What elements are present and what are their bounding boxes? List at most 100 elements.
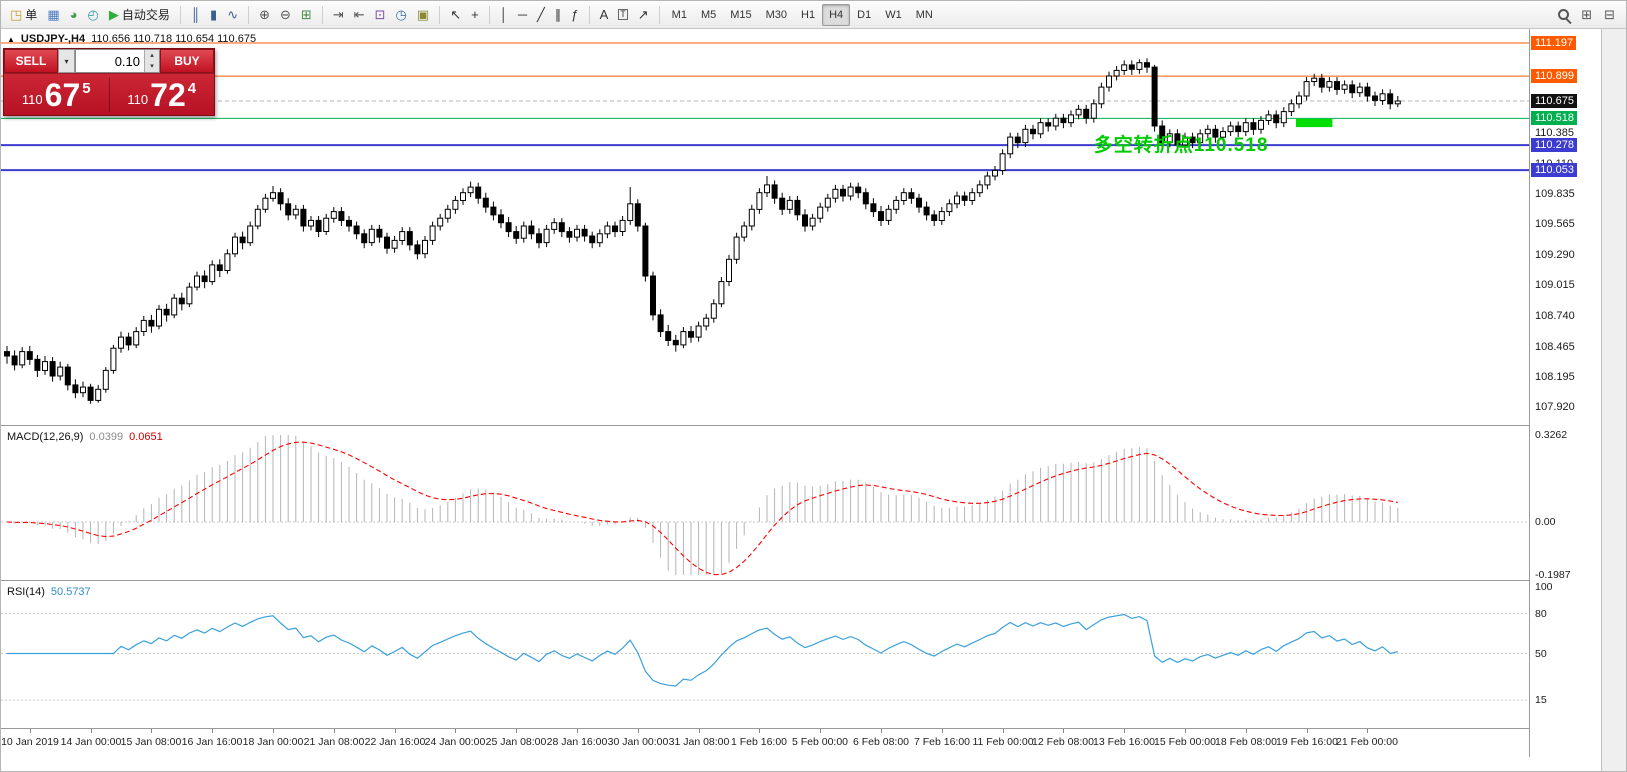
ohlc-values: 110.656 110.718 110.654 110.675 — [91, 33, 257, 45]
profiles-icon: ◕ — [69, 7, 78, 22]
time-axis-label: 25 Jan 08:00 — [485, 736, 547, 748]
volume-dropdown-button[interactable]: ▾ — [58, 49, 75, 73]
volume-input[interactable] — [76, 50, 144, 72]
trendline-button[interactable]: ╱ — [532, 4, 550, 26]
horizontal-line-icon: ─ — [517, 7, 528, 22]
sell-price-button[interactable]: 110 67 5 — [4, 76, 109, 114]
chart-macd-separator[interactable] — [1, 425, 1601, 426]
trade-group: ◳ 单 ▦ ◕ ◴ ▶ 自动交易 — [5, 1, 175, 28]
vertical-line-button[interactable]: │ — [495, 4, 513, 26]
crosshair-icon: + — [471, 7, 479, 22]
autotrading-button-label: 自动交易 — [121, 8, 170, 22]
search-icon — [1558, 9, 1570, 20]
timeframe-m30[interactable]: M30 — [759, 4, 794, 26]
price-axis[interactable]: 110.385110.110109.835109.565109.290109.0… — [1529, 29, 1601, 757]
horizontal-line-button[interactable]: ─ — [513, 4, 532, 26]
line-chart-button[interactable]: ∿ — [222, 4, 243, 26]
chart-title: ▲ USDJPY-,H4 110.656 110.718 110.654 110… — [7, 33, 256, 45]
time-axis-label: 31 Jan 08:00 — [668, 736, 730, 748]
toolbar-separator — [658, 5, 660, 24]
zoom-out-button[interactable]: ⊖ — [275, 4, 296, 26]
time-axis[interactable]: 10 Jan 2019 14 Jan 00:00 15 Jan 08:00 16 Ja… — [1, 729, 1601, 757]
time-axis-label: 28 Jan 16:00 — [546, 736, 608, 748]
price-axis-label: 108.195 — [1535, 371, 1575, 383]
profiles-button[interactable]: ◕ — [65, 4, 83, 26]
fibonacci-icon: ƒ — [571, 7, 579, 22]
timeframe-m15[interactable]: M15 — [723, 4, 758, 26]
rsi-axis-label: 100 — [1535, 581, 1553, 593]
time-axis-label: 18 Jan 00:00 — [242, 736, 304, 748]
price-tag: 110.675 — [1531, 94, 1577, 108]
tile-windows-button[interactable]: ⊞ — [296, 4, 317, 26]
indicators-list-button[interactable]: ⊡ — [370, 4, 391, 26]
time-tick — [881, 729, 882, 733]
timeframe-w1[interactable]: W1 — [878, 4, 909, 26]
macd-panel-canvas[interactable] — [1, 426, 1529, 580]
one-click-collapse-icon[interactable]: ▲ — [7, 34, 15, 44]
auto-scroll-icon: ⇥ — [332, 7, 344, 22]
bar-chart-button[interactable]: ║ — [186, 4, 205, 26]
timeframe-m5[interactable]: M5 — [694, 4, 723, 26]
timeframe-h1[interactable]: H1 — [794, 4, 822, 26]
chart-shift-button[interactable]: ⇤ — [349, 4, 370, 26]
timeframe-d1[interactable]: D1 — [850, 4, 878, 26]
time-axis-label: 19 Feb 16:00 — [1276, 736, 1338, 748]
time-tick — [1124, 729, 1125, 733]
window-group: ⇥ ⇤ ⊡ ◷ ▣ — [328, 1, 434, 28]
buy-button[interactable]: BUY — [160, 49, 214, 73]
text-button[interactable]: A — [595, 4, 614, 26]
fibonacci-button[interactable]: ƒ — [566, 4, 583, 26]
time-tick — [151, 729, 152, 733]
time-axis-label: 10 Jan 2019 — [1, 736, 59, 748]
auto-scroll-button[interactable]: ⇥ — [328, 4, 349, 26]
templates-button[interactable]: ▣ — [412, 4, 434, 26]
volume-increase-button[interactable]: ▴ — [150, 52, 154, 59]
candlestick-chart-button[interactable]: ▮ — [205, 4, 222, 26]
autotrading-button[interactable]: ▶ 自动交易 — [104, 4, 175, 26]
terminal-button[interactable]: ◴ — [82, 4, 103, 26]
time-axis-label: 14 Jan 00:00 — [60, 736, 122, 748]
buy-price-button[interactable]: 110 72 4 — [110, 76, 215, 114]
time-tick — [759, 729, 760, 733]
time-tick — [1063, 729, 1064, 733]
new-order-button[interactable]: ◳ 单 — [5, 4, 42, 26]
main-toolbar: ◳ 单 ▦ ◕ ◴ ▶ 自动交易 ║ ▮ ∿ ⊕ ⊖ ⊞ ⇥ ⇤ ⊡ ◷ ▣ ↖ + │ ─ ╱ ∥ ƒ A T ↗ M1 M5 M15 M3… — [1, 1, 1626, 29]
period-button[interactable]: ◷ — [391, 4, 412, 26]
price-tag: 110.518 — [1531, 111, 1577, 125]
price-chart-canvas[interactable] — [1, 29, 1529, 425]
objects-group: │ ─ ╱ ∥ ƒ — [495, 1, 584, 28]
timeframe-m1[interactable]: M1 — [665, 4, 694, 26]
window-list-button[interactable]: ⊟ — [1599, 4, 1620, 26]
timeframe-m5-label: M5 — [700, 8, 717, 21]
channel-button[interactable]: ∥ — [550, 4, 567, 26]
price-tag: 110.053 — [1531, 163, 1577, 177]
crosshair-button[interactable]: + — [466, 4, 484, 26]
zoom-in-button[interactable]: ⊕ — [254, 4, 275, 26]
cursor-button[interactable]: ↖ — [445, 4, 466, 26]
toolbar-separator — [588, 5, 590, 24]
time-axis-label: 22 Jan 16:00 — [364, 736, 426, 748]
time-axis-label: 15 Jan 08:00 — [120, 736, 182, 748]
new-window-button[interactable]: ⊞ — [1576, 4, 1597, 26]
time-axis-label: 7 Feb 16:00 — [913, 736, 971, 748]
volume-decrease-button[interactable]: ▾ — [150, 63, 154, 70]
label-icon: T — [618, 9, 628, 20]
volume-box: ▴ ▾ — [75, 49, 160, 73]
macd-rsi-separator[interactable] — [1, 580, 1601, 581]
charts-button[interactable]: ▦ — [42, 4, 64, 26]
sell-price-big: 67 — [44, 76, 81, 113]
chart-annotation: 多空转折点110.518 — [1093, 135, 1269, 157]
time-tick — [395, 729, 396, 733]
search-button[interactable] — [1553, 4, 1574, 26]
label-button[interactable]: T — [613, 4, 633, 26]
timeframe-mn[interactable]: MN — [909, 4, 940, 26]
arrows-button[interactable]: ↗ — [633, 4, 654, 26]
sell-button[interactable]: SELL — [4, 49, 58, 73]
toolbar-separator — [248, 5, 250, 24]
time-axis-label: 6 Feb 08:00 — [852, 736, 910, 748]
tile-windows-icon: ⊞ — [300, 7, 312, 22]
time-axis-label: 1 Feb 16:00 — [730, 736, 788, 748]
rsi-panel-canvas[interactable] — [1, 581, 1529, 728]
timeframe-h4[interactable]: H4 — [822, 3, 851, 26]
